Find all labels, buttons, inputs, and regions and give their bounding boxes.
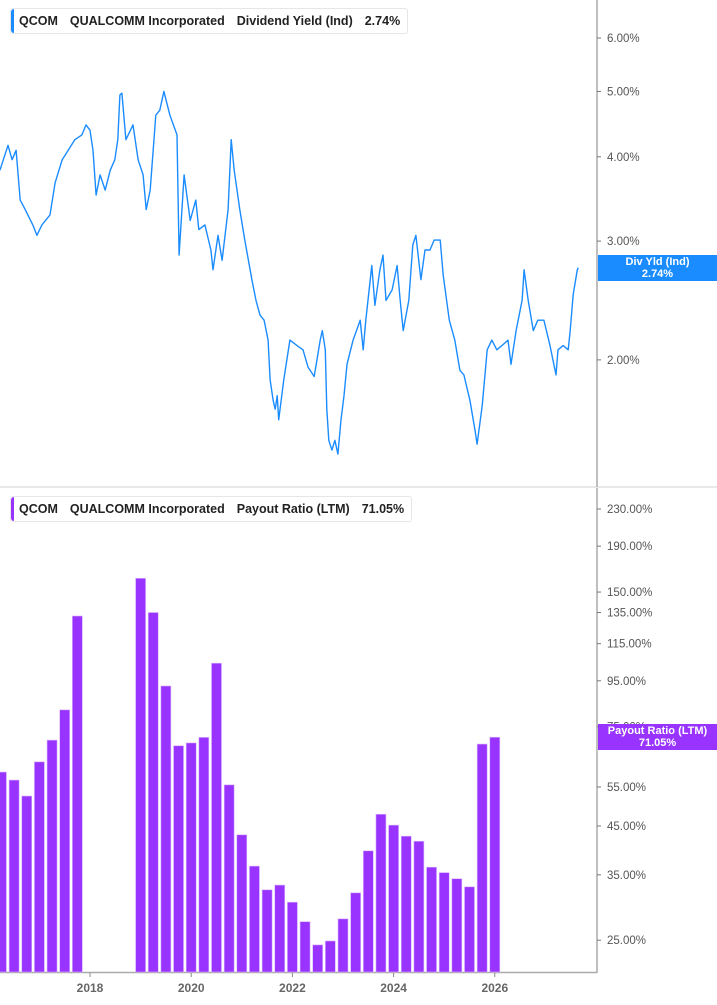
- y-tick-label: 2.00%: [607, 355, 640, 367]
- payout-bar: [451, 878, 463, 973]
- payout-bar: [413, 840, 425, 973]
- payout-bar: [489, 736, 501, 973]
- payout-bar: [135, 578, 146, 973]
- payout-bar: [337, 918, 349, 973]
- x-tick-label: 2020: [178, 981, 205, 995]
- payout-bar: [59, 709, 71, 973]
- payout-bar: [185, 742, 197, 973]
- payout-bar: [312, 944, 324, 973]
- payout-bar: [375, 813, 387, 973]
- x-tick-label: 2022: [279, 981, 306, 995]
- y-tick-label: 95.00%: [607, 676, 646, 688]
- payout-bar: [223, 784, 235, 973]
- y-tick-label: 115.00%: [607, 639, 652, 651]
- tag-label: Div Yld (Ind): [625, 256, 690, 268]
- y-tick-label: 3.00%: [607, 236, 640, 248]
- payout-bar: [287, 901, 298, 973]
- payout-bar: [211, 662, 222, 973]
- payout-bar: [8, 779, 20, 973]
- legend-color-swatch: [11, 9, 14, 33]
- payout-bar: [438, 872, 450, 973]
- x-tick-label: 2024: [380, 981, 407, 995]
- payout-bar: [0, 771, 7, 973]
- payout-bar: [236, 834, 248, 973]
- y-tick-label: 6.00%: [607, 33, 640, 45]
- legend-company: QUALCOMM Incorporated: [69, 14, 225, 28]
- payout-value-tag: Payout Ratio (LTM) 71.05%: [598, 724, 717, 750]
- x-tick-label: 2026: [481, 981, 508, 995]
- payout-bar: [350, 892, 361, 973]
- tag-value: 2.74%: [641, 268, 674, 280]
- x-tick-label: 2018: [77, 981, 104, 995]
- payout-bar: [274, 884, 286, 973]
- legend-company: QUALCOMM Incorporated: [69, 502, 225, 516]
- payout-bar: [464, 886, 475, 973]
- y-tick-label: 5.00%: [607, 86, 640, 98]
- bottom-legend: QCOM QUALCOMM Incorporated Payout Ratio …: [10, 496, 413, 522]
- legend-metric: Dividend Yield (Ind): [236, 14, 353, 28]
- payout-bar: [46, 739, 58, 973]
- y-tick-label: 230.00%: [607, 504, 652, 516]
- legend-metric: Payout Ratio (LTM): [236, 502, 350, 516]
- legend-ticker: QCOM: [19, 14, 58, 28]
- yield-value-tag: Div Yld (Ind) 2.74%: [598, 255, 717, 281]
- dividend-yield-line: [0, 90, 579, 455]
- y-tick-label: 35.00%: [607, 870, 646, 882]
- payout-bar: [388, 824, 399, 973]
- payout-bar: [261, 889, 273, 973]
- y-tick-label: 150.00%: [607, 587, 652, 599]
- payout-bar: [426, 866, 437, 973]
- y-tick-label: 135.00%: [607, 608, 652, 620]
- legend-value: 2.74%: [364, 14, 401, 28]
- payout-bar: [325, 940, 336, 973]
- payout-bar: [299, 921, 311, 973]
- legend-color-swatch: [11, 497, 14, 521]
- y-tick-label: 45.00%: [607, 821, 646, 833]
- payout-bar: [249, 865, 260, 973]
- payout-bar: [362, 850, 374, 973]
- tag-label: Payout Ratio (LTM): [607, 725, 708, 737]
- legend-ticker: QCOM: [19, 502, 58, 516]
- payout-bar: [198, 737, 210, 973]
- y-tick-label: 25.00%: [607, 935, 646, 947]
- payout-bar: [160, 685, 172, 973]
- payout-bar: [400, 835, 412, 973]
- payout-bar: [147, 612, 159, 973]
- top-legend: QCOM QUALCOMM Incorporated Dividend Yiel…: [10, 8, 409, 34]
- payout-bar: [476, 743, 488, 973]
- payout-bar: [21, 795, 33, 973]
- tag-value: 71.05%: [638, 737, 677, 749]
- y-tick-label: 190.00%: [607, 541, 652, 553]
- payout-bar: [72, 615, 83, 973]
- y-tick-label: 55.00%: [607, 782, 646, 794]
- payout-bar: [173, 745, 184, 973]
- payout-bar: [34, 761, 45, 973]
- legend-value: 71.05%: [361, 502, 405, 516]
- y-tick-label: 4.00%: [607, 152, 640, 164]
